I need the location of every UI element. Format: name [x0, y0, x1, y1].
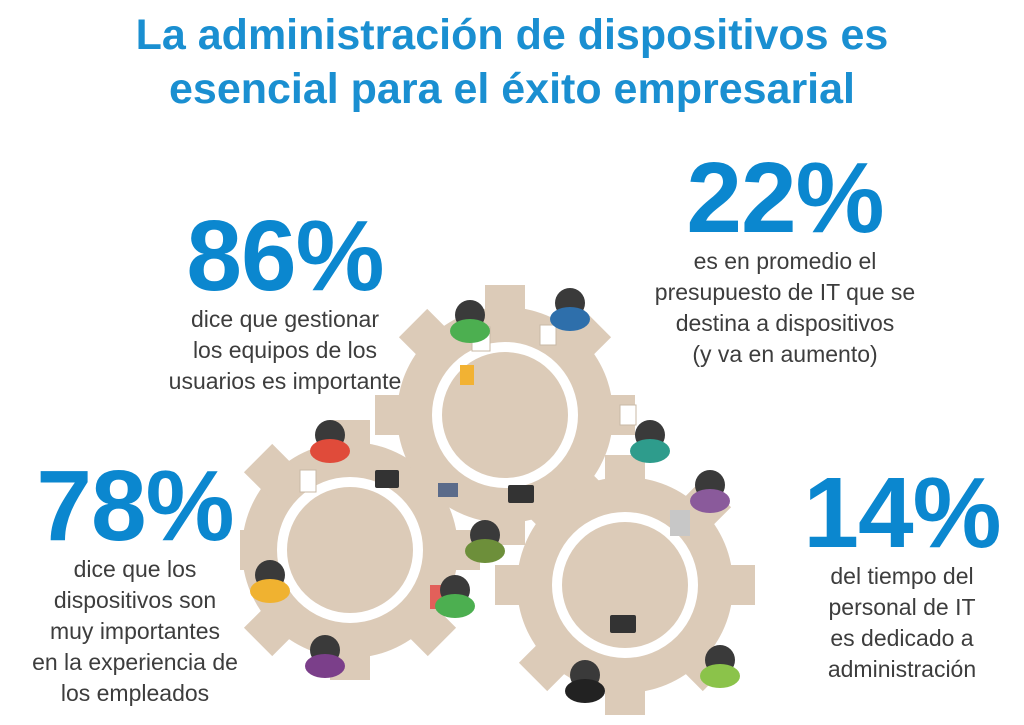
- stat-line: dice que los: [73, 556, 197, 582]
- gear-table-meeting-illustration-icon: [240, 285, 780, 725]
- stat-value: 86%: [186, 200, 384, 312]
- document-icon: [299, 324, 690, 609]
- stat-line: destina a dispositivos: [675, 310, 895, 336]
- stat-description: dice que gestionar los equipos de los us…: [140, 304, 430, 397]
- stat-22: 22% es en promedio el presupuesto de IT …: [640, 142, 930, 370]
- stat-description: es en promedio el presupuesto de IT que …: [640, 246, 930, 370]
- stat-line: (y va en aumento): [692, 341, 878, 367]
- stat-value: 22%: [686, 142, 884, 254]
- stat-line: los equipos de los: [192, 337, 378, 363]
- stat-line: presupuesto de IT que se: [654, 279, 916, 305]
- stat-86: 86% dice que gestionar los equipos de lo…: [140, 200, 430, 397]
- stat-line: muy importantes: [49, 618, 220, 644]
- stat-line: del tiempo del: [830, 563, 974, 589]
- title-line-2: esencial para el éxito empresarial: [168, 65, 855, 113]
- stat-line: los empleados: [60, 680, 210, 706]
- stat-description: dice que los dispositivos son muy import…: [0, 554, 270, 709]
- stat-line: personal de IT: [828, 594, 976, 620]
- laptop-icon: [375, 470, 636, 633]
- stat-line: es en promedio el: [693, 248, 877, 274]
- stat-description: del tiempo del personal de IT es dedicad…: [780, 561, 1024, 685]
- stat-14: 14% del tiempo del personal de IT es ded…: [780, 457, 1024, 685]
- stat-value: 14%: [803, 457, 1001, 569]
- page-title: La administración de dispositivos es ese…: [0, 8, 1024, 116]
- stat-line: administración: [827, 656, 977, 682]
- stat-78: 78% dice que los dispositivos son muy im…: [0, 450, 270, 709]
- stat-line: usuarios es importante: [168, 368, 402, 394]
- stat-line: dice que gestionar: [191, 306, 379, 332]
- title-line-1: La administración de dispositivos es: [135, 11, 889, 59]
- stat-line: dispositivos son: [53, 587, 217, 613]
- stat-line: es dedicado a: [830, 625, 974, 651]
- stat-value: 78%: [36, 450, 234, 562]
- stat-line: en la experiencia de: [32, 649, 238, 675]
